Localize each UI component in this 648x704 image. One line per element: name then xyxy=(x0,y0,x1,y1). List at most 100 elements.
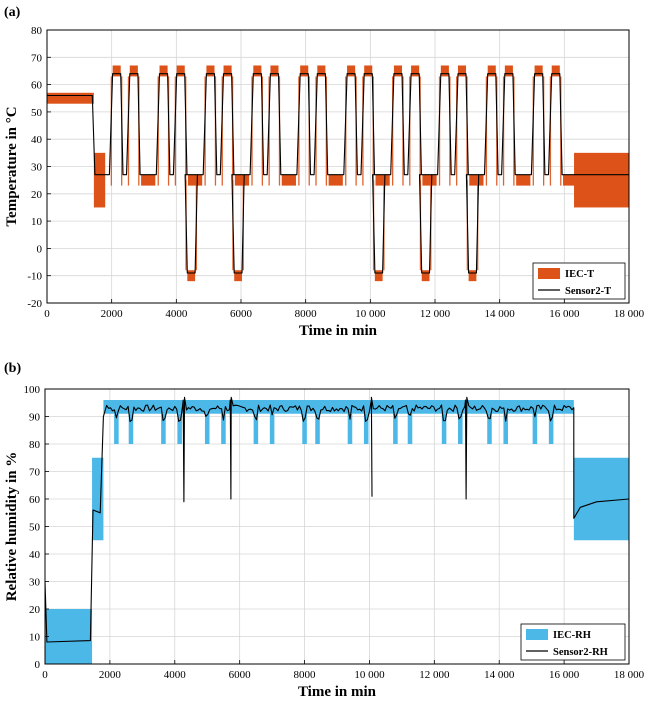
y-tick-label: 40 xyxy=(31,134,43,146)
cycle-cold-band xyxy=(187,270,196,282)
y-tick-label: 0 xyxy=(37,243,43,255)
legend: IEC-RH Sensor2-RH xyxy=(520,623,626,661)
x-axis-title-time-b: Time in min xyxy=(298,684,377,700)
band-segment xyxy=(573,457,629,541)
band-dip xyxy=(548,413,554,444)
x-tick-label: 6000 xyxy=(229,669,252,681)
y-axis-title-temperature: Temperature in °C xyxy=(4,106,20,226)
cycle-hot-band xyxy=(457,65,467,77)
band-dip xyxy=(302,413,307,444)
x-tick-label: 14 000 xyxy=(485,308,516,320)
band-dip xyxy=(487,413,492,444)
cycle-hot-band xyxy=(551,65,560,77)
x-tick-label: 0 xyxy=(42,669,48,681)
cycle-hot-band xyxy=(206,65,215,77)
tick-marks xyxy=(44,388,630,665)
band-dip xyxy=(347,413,353,444)
x-tick-label: 18 000 xyxy=(614,308,645,320)
x-tick-label: 10 000 xyxy=(354,669,385,681)
panel-label-a: (a) xyxy=(4,5,21,20)
legend-label-line: Sensor2-T xyxy=(565,286,611,297)
legend-label-band: IEC-T xyxy=(565,269,594,280)
x-tick-label: 4000 xyxy=(164,669,187,681)
cycle-ramp-band xyxy=(409,76,411,186)
legend-label-band: IEC-RH xyxy=(553,630,591,641)
x-tick-label: 8000 xyxy=(295,308,318,320)
y-tick-label: 80 xyxy=(31,25,43,37)
legend-label-line: Sensor2-RH xyxy=(553,647,608,658)
band-group xyxy=(45,400,629,664)
cycle-hot-band xyxy=(223,65,232,77)
band-dip xyxy=(441,413,447,444)
cycle-cold-band xyxy=(421,270,430,282)
cycle-ramp-band xyxy=(127,76,130,186)
y-tick-label: 60 xyxy=(29,494,41,506)
cycle-low-band xyxy=(281,174,296,186)
cycle-hot-band xyxy=(487,65,496,77)
band-dip xyxy=(253,413,259,444)
y-tick-label: 20 xyxy=(29,604,41,616)
band-segment xyxy=(45,609,93,664)
cycle-low-band xyxy=(422,174,437,186)
band-dip xyxy=(269,413,275,444)
cycle-hot-band xyxy=(504,65,513,77)
band-dip xyxy=(114,413,119,444)
band-dip xyxy=(128,413,134,444)
cycle-hot-band xyxy=(270,65,279,77)
x-tick-label: 8000 xyxy=(294,669,317,681)
y-tick-label: 60 xyxy=(31,80,43,92)
line-group xyxy=(47,73,629,274)
cycle-ramp-band xyxy=(502,76,505,186)
band-dip xyxy=(393,413,398,444)
x-tick-label: 4000 xyxy=(165,308,188,320)
cycle-cold-band xyxy=(234,270,242,282)
cycle-low-band xyxy=(516,174,531,186)
band-dip xyxy=(221,413,226,444)
cycle-ramp-band xyxy=(221,76,223,186)
x-tick-label: 16 000 xyxy=(549,308,580,320)
cycle-low-band xyxy=(187,174,203,186)
band-segment xyxy=(103,400,574,414)
line-group xyxy=(44,396,630,643)
y-tick-label: 0 xyxy=(35,659,41,671)
band-dip xyxy=(407,413,413,444)
y-tick-label: 80 xyxy=(29,439,41,451)
panel-label-b: (b) xyxy=(4,361,21,376)
x-tick-label: 18 000 xyxy=(614,669,645,681)
band-segment xyxy=(574,152,629,208)
x-axis-title-time-a: Time in min xyxy=(299,323,378,339)
x-tick-label: 2000 xyxy=(99,669,122,681)
legend-swatch-band xyxy=(538,268,560,279)
cycle-low-band xyxy=(563,174,578,186)
cycle-hot-band xyxy=(393,65,403,77)
y-tick-label: 10 xyxy=(29,632,41,644)
cycle-hot-band xyxy=(534,65,543,77)
y-tick-label: 100 xyxy=(24,384,41,396)
cycle-low-band xyxy=(141,174,156,186)
cycle-low-band xyxy=(469,174,484,186)
band-segment xyxy=(92,457,104,541)
y-tick-label: 70 xyxy=(31,52,43,64)
x-tick-label: 14 000 xyxy=(484,669,515,681)
y-axis-title-humidity: Relative humidity in % xyxy=(4,452,20,602)
humidity-chart: (b) Relative humidity in % Time in min 0… xyxy=(4,361,645,700)
cycle-low-band xyxy=(234,174,250,186)
cycle-hot-band xyxy=(253,65,262,77)
y-tick-label: 30 xyxy=(31,162,43,174)
y-tick-label: 90 xyxy=(29,412,41,424)
y-tick-label: 10 xyxy=(31,216,43,228)
band-dip xyxy=(363,413,369,444)
cycle-hot-band xyxy=(129,65,138,77)
band-dip xyxy=(458,413,463,444)
cycle-hot-band xyxy=(364,65,373,77)
sensor-humidity-line xyxy=(44,396,630,643)
cycle-low-band xyxy=(375,174,390,186)
temperature-chart: (a) Temperature in °C Time in min 0 2000 4… xyxy=(4,5,645,339)
cycle-hot-band xyxy=(300,65,309,77)
y-tick-label: 20 xyxy=(31,189,43,201)
cycle-hot-band xyxy=(159,65,168,77)
band-dip xyxy=(161,413,166,444)
cycle-hot-band xyxy=(112,65,121,77)
